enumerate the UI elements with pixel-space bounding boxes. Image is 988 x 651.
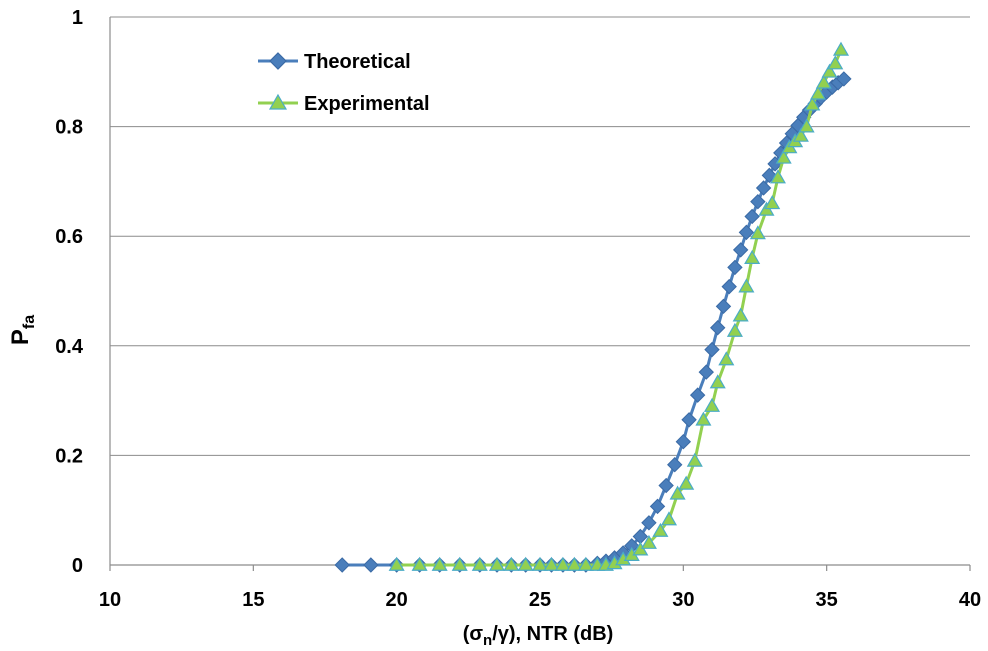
y-tick-label: 0.8	[55, 117, 83, 139]
data-point-experimental	[703, 397, 721, 412]
data-point-experimental	[821, 63, 838, 78]
data-point-theoretical	[704, 341, 720, 358]
data-point-theoretical	[681, 412, 697, 428]
data-point-theoretical	[363, 557, 379, 573]
data-point-experimental	[431, 556, 448, 571]
data-point-experimental	[695, 411, 712, 426]
y-tick-label: 1	[72, 7, 83, 29]
y-tick-labels: 0 0.2 0.4 0.6 0.8 1	[55, 7, 84, 577]
data-point-theoretical	[738, 224, 755, 241]
data-point-experimental	[815, 74, 832, 89]
data-point-experimental	[738, 278, 755, 293]
legend-marker-theoretical	[269, 52, 287, 70]
x-axis-label-main: (σ	[463, 623, 484, 645]
x-tick-label: 25	[529, 589, 551, 611]
data-point-experimental	[660, 511, 678, 526]
series-line-experimental	[396, 49, 843, 567]
y-tick-label: 0	[72, 555, 83, 577]
x-axis-label-rest: /γ), NTR (dB)	[492, 623, 613, 645]
legend-marker-experimental	[268, 93, 288, 110]
data-point-experimental	[827, 55, 844, 70]
data-point-theoretical	[755, 180, 772, 196]
data-point-experimental	[640, 534, 657, 549]
data-point-theoretical	[698, 364, 714, 380]
x-tick-label: 10	[99, 589, 121, 611]
data-point-theoretical	[836, 71, 852, 87]
data-point-experimental	[718, 351, 735, 366]
axes	[109, 17, 970, 566]
x-tick-label: 20	[386, 589, 408, 611]
data-point-experimental	[764, 195, 781, 210]
gridlines	[110, 16, 970, 456]
data-point-theoretical	[667, 457, 683, 473]
legend-label-theoretical: Theoretical	[304, 51, 411, 73]
data-point-theoretical	[721, 278, 737, 295]
data-point-theoretical	[732, 242, 749, 258]
data-point-experimental	[517, 556, 534, 571]
y-axis-label: Pfa	[7, 315, 38, 345]
legend-label-experimental: Experimental	[304, 93, 430, 115]
data-point-experimental	[488, 556, 506, 571]
x-axis-label: (σn/γ), NTR (dB)	[463, 623, 614, 649]
x-tick-label: 15	[242, 589, 264, 611]
x-tick-label: 40	[959, 589, 981, 611]
data-point-theoretical	[727, 259, 743, 276]
data-point-theoretical	[641, 515, 657, 531]
legend-item-theoretical: Theoretical	[258, 51, 411, 73]
y-axis-label-sub: fa	[21, 315, 38, 329]
x-axis-label-sub: n	[483, 632, 492, 649]
data-point-experimental	[744, 249, 761, 264]
data-point-experimental	[543, 556, 560, 571]
x-tick-label: 35	[816, 589, 838, 611]
data-point-theoretical	[658, 477, 674, 494]
data-point-experimental	[554, 556, 571, 571]
x-tick-label: 30	[672, 589, 694, 611]
data-point-experimental	[832, 41, 850, 56]
y-axis-label-main: P	[7, 329, 34, 345]
y-tick-label: 0.2	[55, 445, 83, 467]
y-tick-label: 0.4	[55, 336, 84, 358]
legend: Theoretical Experimental	[258, 51, 430, 115]
data-point-experimental	[678, 475, 695, 490]
data-point-experimental	[798, 118, 815, 133]
data-point-theoretical	[649, 498, 666, 515]
data-point-experimental	[411, 556, 428, 571]
data-point-theoretical	[715, 298, 732, 315]
data-point-experimental	[531, 556, 549, 571]
data-point-experimental	[732, 307, 749, 322]
data-point-experimental	[775, 149, 792, 164]
data-point-experimental	[726, 322, 743, 337]
series	[334, 41, 852, 573]
data-point-theoretical	[710, 320, 726, 336]
data-point-experimental	[503, 556, 520, 571]
data-point-experimental	[451, 556, 468, 571]
data-point-experimental	[749, 225, 766, 240]
y-tick-label: 0.6	[55, 226, 83, 248]
data-point-theoretical	[750, 193, 766, 210]
data-point-experimental	[566, 556, 583, 571]
legend-item-experimental: Experimental	[258, 93, 430, 115]
data-point-experimental	[652, 522, 669, 537]
data-point-experimental	[810, 85, 827, 100]
data-point-experimental	[792, 127, 809, 142]
data-point-experimental	[686, 452, 703, 467]
data-point-theoretical	[744, 208, 760, 225]
data-point-experimental	[471, 556, 488, 571]
series-line-theoretical	[342, 77, 845, 567]
data-point-experimental	[669, 485, 686, 500]
data-point-theoretical	[689, 387, 706, 403]
data-point-experimental	[577, 556, 594, 571]
data-point-experimental	[709, 374, 726, 389]
data-point-experimental	[804, 96, 821, 111]
series-experimental	[388, 41, 850, 571]
data-point-experimental	[769, 169, 786, 184]
data-point-theoretical	[675, 433, 692, 450]
series-theoretical	[334, 71, 852, 573]
data-point-experimental	[388, 556, 405, 571]
data-point-theoretical	[334, 557, 350, 573]
